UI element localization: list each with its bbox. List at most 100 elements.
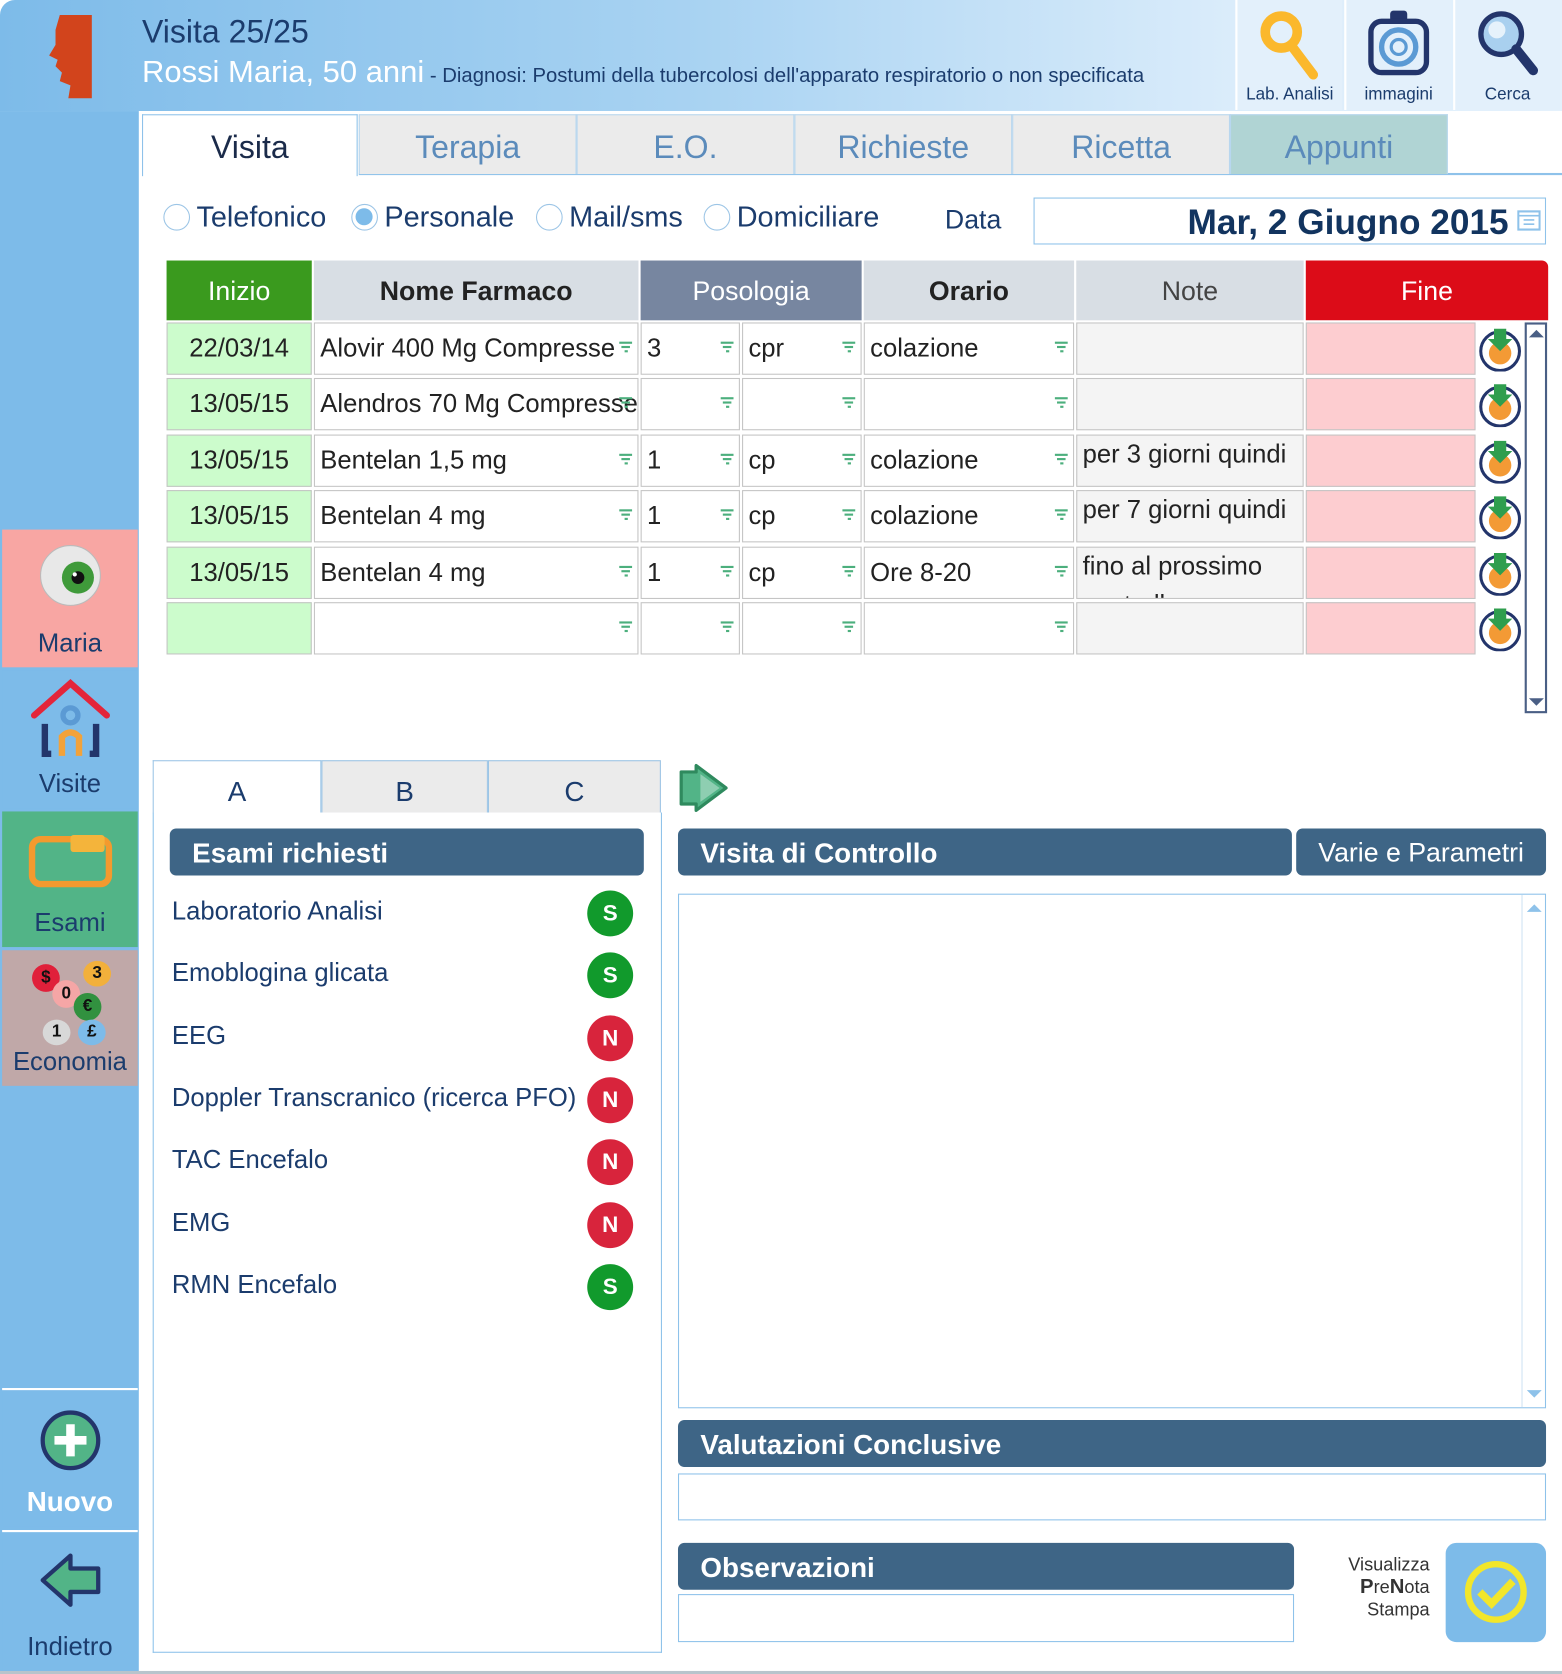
radio-personale[interactable]: Personale [351, 201, 514, 234]
cell-note[interactable] [1076, 322, 1304, 375]
tab-eo[interactable]: E.O. [576, 114, 795, 175]
cell-unit[interactable] [742, 602, 862, 655]
tab-richieste[interactable]: Richieste [794, 114, 1013, 175]
dropdown-filter-icon[interactable] [1054, 453, 1068, 467]
exam-status-badge[interactable]: N [587, 1014, 634, 1061]
cell-end[interactable] [1305, 546, 1476, 599]
dropdown-filter-icon[interactable] [1054, 509, 1068, 522]
cell-end[interactable] [1305, 434, 1476, 487]
lab-analisi-button[interactable]: Lab. Analisi [1235, 0, 1343, 110]
dropdown-filter-icon[interactable] [842, 565, 856, 578]
radio-mail-sms[interactable]: Mail/sms [535, 201, 683, 234]
tab-appunti[interactable]: Appunti [1229, 114, 1448, 175]
exam-status-badge[interactable]: S [587, 952, 634, 999]
exam-status-badge[interactable]: S [587, 1263, 634, 1310]
dropdown-filter-icon[interactable] [720, 397, 734, 411]
dropdown-filter-icon[interactable] [619, 509, 633, 522]
cell-unit[interactable]: cp [742, 434, 862, 487]
cell-note[interactable]: per 7 giorni quindi [1076, 490, 1304, 543]
dropdown-filter-icon[interactable] [842, 397, 856, 411]
exam-status-badge[interactable]: N [587, 1077, 634, 1124]
scroll-down-icon[interactable] [1528, 697, 1544, 708]
cell-drug[interactable]: Alovir 400 Mg Compresse [313, 322, 639, 375]
cell-qty[interactable]: 1 [640, 546, 740, 599]
varie-parametri-button[interactable]: Varie e Parametri [1296, 828, 1547, 876]
cell-unit[interactable]: cpr [742, 322, 862, 375]
forward-arrow-icon[interactable] [677, 763, 730, 812]
tab-a[interactable]: A [152, 760, 322, 814]
confirm-button[interactable] [1445, 1542, 1547, 1643]
download-end-icon[interactable] [1478, 383, 1523, 428]
cell-end[interactable] [1305, 490, 1476, 543]
exam-status-badge[interactable]: S [587, 890, 634, 937]
cell-qty[interactable]: 1 [640, 490, 740, 543]
cell-note[interactable] [1076, 602, 1304, 655]
download-end-icon[interactable] [1478, 327, 1523, 372]
cell-qty[interactable]: 3 [640, 322, 740, 375]
dropdown-filter-icon[interactable] [720, 565, 734, 578]
cell-drug[interactable]: Alendros 70 Mg Compresse [313, 378, 639, 431]
textarea-scrollbar[interactable] [1521, 894, 1544, 1408]
sidebar-item-economia[interactable]: $ 3 0 € 1 £ Economia [2, 950, 138, 1086]
cell-start[interactable] [166, 602, 312, 655]
radio-domiciliare[interactable]: Domiciliare [703, 201, 879, 234]
dropdown-filter-icon[interactable] [1054, 565, 1068, 578]
scroll-down-icon[interactable] [1526, 1389, 1542, 1399]
cell-start[interactable]: 13/05/15 [166, 490, 312, 543]
cell-drug[interactable]: Bentelan 4 mg [313, 546, 639, 599]
nuovo-button[interactable]: Nuovo [2, 1388, 138, 1527]
dropdown-filter-icon[interactable] [619, 565, 633, 578]
date-field[interactable]: Mar, 2 Giugno 2015 [1033, 197, 1547, 245]
cell-note[interactable]: per 3 giorni quindi [1076, 434, 1304, 487]
cell-start[interactable]: 13/05/15 [166, 434, 312, 487]
download-end-icon[interactable] [1478, 495, 1523, 540]
tab-c[interactable]: C [487, 760, 661, 814]
cell-end[interactable] [1305, 602, 1476, 655]
sidebar-item-maria[interactable]: Maria [2, 529, 138, 668]
radio-circle[interactable] [163, 203, 191, 231]
tab-b[interactable]: B [321, 760, 488, 814]
cell-time[interactable]: colazione [863, 322, 1075, 375]
radio-circle[interactable] [703, 203, 731, 231]
radio-circle[interactable] [535, 203, 563, 231]
exam-status-badge[interactable]: N [587, 1201, 634, 1248]
download-end-icon[interactable] [1478, 550, 1523, 596]
cell-drug[interactable]: Bentelan 1,5 mg [313, 434, 639, 487]
visita-controllo-textarea[interactable] [677, 893, 1547, 1409]
cell-unit[interactable]: cp [742, 490, 862, 543]
tab-terapia[interactable]: Terapia [358, 114, 577, 175]
scroll-up-icon[interactable] [1526, 903, 1542, 913]
cell-time[interactable]: colazione [863, 434, 1075, 487]
cell-time[interactable]: colazione [863, 490, 1075, 543]
sidebar-item-visite[interactable]: Visite [2, 670, 138, 809]
dropdown-filter-icon[interactable] [1054, 397, 1068, 411]
immagini-button[interactable]: immagini [1344, 0, 1452, 110]
tab-ricetta[interactable]: Ricetta [1012, 114, 1230, 175]
indietro-button[interactable]: Indietro [2, 1530, 138, 1671]
cell-unit[interactable]: cp [742, 546, 862, 599]
dropdown-filter-icon[interactable] [619, 397, 633, 411]
dropdown-filter-icon[interactable] [1054, 621, 1068, 634]
cell-time[interactable]: Ore 8-20 [863, 546, 1075, 599]
dropdown-filter-icon[interactable] [720, 453, 734, 467]
dropdown-filter-icon[interactable] [1054, 341, 1068, 355]
cell-time[interactable] [863, 378, 1075, 431]
dropdown-filter-icon[interactable] [842, 621, 856, 634]
sidebar-item-esami[interactable]: Esami [2, 811, 138, 948]
cell-time[interactable] [863, 602, 1075, 655]
cell-drug[interactable] [313, 602, 639, 655]
dropdown-filter-icon[interactable] [619, 341, 633, 355]
osservazioni-input[interactable] [677, 1594, 1295, 1643]
dropdown-filter-icon[interactable] [720, 509, 734, 522]
dropdown-filter-icon[interactable] [842, 341, 856, 355]
cell-qty[interactable] [640, 602, 740, 655]
download-end-icon[interactable] [1478, 439, 1523, 484]
dropdown-filter-icon[interactable] [619, 621, 633, 634]
cell-start[interactable]: 22/03/14 [166, 322, 312, 375]
cell-note[interactable] [1076, 378, 1304, 431]
cell-start[interactable]: 13/05/15 [166, 378, 312, 431]
radio-circle-selected[interactable] [351, 203, 378, 231]
valutazioni-input[interactable] [677, 1473, 1547, 1521]
cell-qty[interactable]: 1 [640, 434, 740, 487]
cerca-button[interactable]: Cerca [1453, 0, 1560, 110]
